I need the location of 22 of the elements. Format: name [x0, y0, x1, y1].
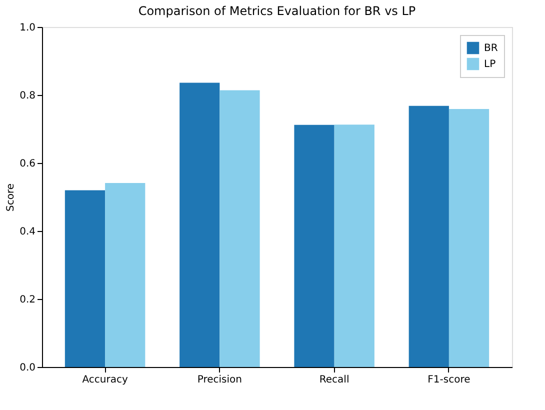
x-tick-label: Precision: [197, 374, 242, 386]
chart-title: Comparison of Metrics Evaluation for BR vs LP: [138, 4, 416, 18]
y-tick-label: 0.0: [20, 362, 36, 374]
bar: [408, 106, 449, 367]
bar: [180, 82, 220, 367]
y-axis-title: Score: [6, 183, 17, 212]
x-tick-label: Accuracy: [82, 374, 128, 386]
y-tick-label: 0.8: [20, 90, 36, 102]
x-tick-label: Recall: [319, 374, 350, 386]
x-tick-label: F1-score: [428, 374, 470, 386]
y-tick-label: 0.6: [20, 158, 36, 170]
bar: [334, 124, 374, 367]
y-tick-label: 0.4: [20, 226, 36, 238]
bar: [294, 124, 334, 367]
bar: [448, 108, 490, 367]
legend-label: BR: [484, 43, 498, 54]
y-tick-label: 1.0: [20, 22, 36, 34]
bar: [64, 190, 106, 367]
legend-label: LP: [484, 59, 496, 70]
bar: [105, 183, 146, 367]
bar: [220, 90, 260, 367]
y-tick-label: 0.2: [20, 294, 36, 306]
